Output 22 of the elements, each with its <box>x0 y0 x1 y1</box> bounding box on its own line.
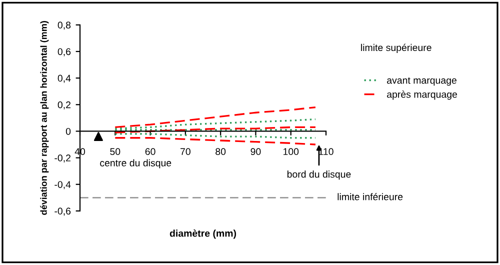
y-tick-label: -0,4 <box>54 181 71 190</box>
y-tick-label: 0,8 <box>58 22 71 30</box>
x-axis-title: diamètre (mm) <box>170 230 236 239</box>
y-tick-label: -0,6 <box>54 208 71 216</box>
y-axis-title: déviation par rapport au plan horizontal (mm) <box>40 21 49 215</box>
ref-line-label: limite inférieure <box>338 193 403 200</box>
x-tick-label: 80 <box>216 148 226 156</box>
legend-label: après marquage <box>387 90 457 100</box>
x-tick-label: 50 <box>110 148 120 156</box>
y-tick-label: 0,6 <box>58 48 71 56</box>
x-tick-label: 90 <box>250 148 261 156</box>
annotation: centre du disque <box>100 159 172 168</box>
y-tick-label: 0,4 <box>58 74 71 83</box>
text: limite supérieure <box>361 44 432 53</box>
y-tick-label: 0 <box>66 128 71 135</box>
annotation: bord du disque <box>287 170 351 180</box>
x-tick-label: 100 <box>283 148 299 156</box>
legend-label: avant marquage <box>387 77 456 86</box>
x-tick-label: 70 <box>180 148 190 156</box>
y-tick-label: -0,2 <box>54 154 70 163</box>
y-tick-label: 0,2 <box>58 101 70 110</box>
x-tick-label: 60 <box>145 148 156 156</box>
